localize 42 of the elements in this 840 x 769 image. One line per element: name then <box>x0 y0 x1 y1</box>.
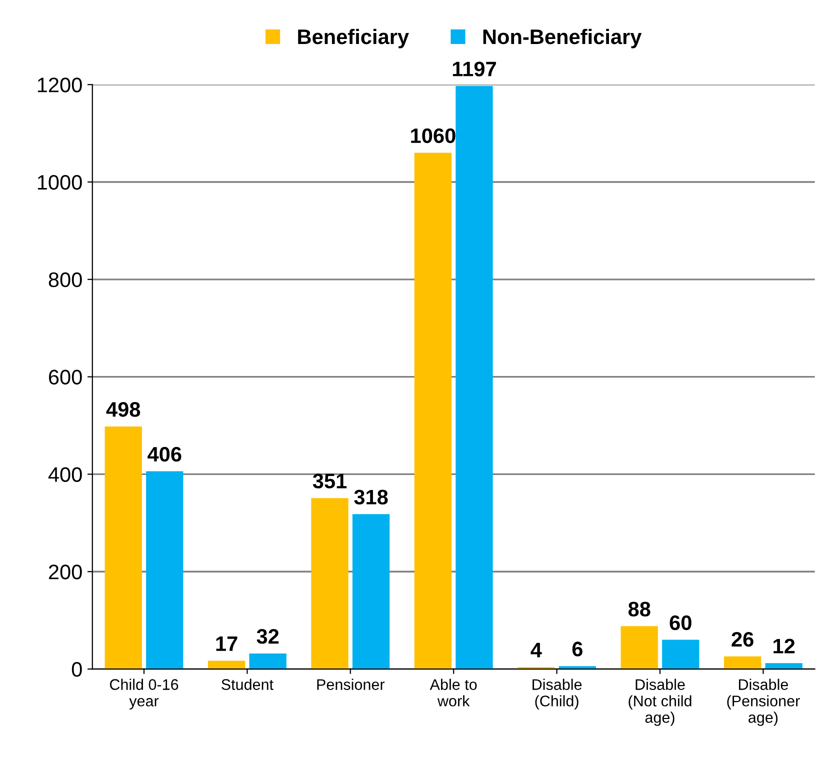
bar <box>456 86 493 670</box>
data-label: 12 <box>774 638 795 654</box>
y-tick-label: 1200 <box>38 78 82 92</box>
y-tick-label: 200 <box>48 564 82 580</box>
x-tick-label: Student <box>222 678 274 690</box>
data-label: 26 <box>732 632 754 647</box>
data-label: 60 <box>670 615 692 630</box>
bar <box>662 640 700 670</box>
bar <box>414 152 452 670</box>
y-tick-label: 0 <box>72 662 82 677</box>
data-label: 351 <box>312 474 347 488</box>
data-label: 498 <box>106 402 140 417</box>
bar <box>765 663 802 670</box>
bar <box>104 426 142 670</box>
bar <box>724 656 762 670</box>
y-tick-label: 800 <box>48 272 82 288</box>
data-label: 1197 <box>452 62 496 76</box>
y-tick-label: 400 <box>48 467 82 482</box>
legend-label: Beneficiary <box>298 28 409 48</box>
y-tick-label: 600 <box>48 370 82 385</box>
bar <box>146 471 184 670</box>
bar <box>208 660 246 670</box>
data-label: 88 <box>628 602 650 616</box>
x-tick-label: Disable (Child) <box>532 678 582 710</box>
bar <box>311 498 348 670</box>
data-label: 17 <box>216 636 238 651</box>
x-tick-label: Disable (Pensioner age) <box>727 678 800 726</box>
data-label: 6 <box>572 642 582 656</box>
y-tick-label: 1000 <box>38 175 82 190</box>
data-label: 1060 <box>411 128 456 144</box>
x-tick-label: Pensioner <box>317 678 385 690</box>
data-label: 318 <box>354 490 388 505</box>
bar <box>620 626 658 670</box>
bar <box>352 514 390 670</box>
legend-label: Non-Beneficiary <box>483 28 642 48</box>
x-tick-label: Able to work <box>430 678 477 706</box>
bar <box>249 653 286 670</box>
data-label: 32 <box>256 629 279 644</box>
x-tick-label: Child 0-16 year <box>110 678 178 710</box>
data-label: 4 <box>530 642 542 658</box>
x-tick-label: Disable (Not child age) <box>628 678 692 726</box>
data-label: 406 <box>148 446 182 462</box>
